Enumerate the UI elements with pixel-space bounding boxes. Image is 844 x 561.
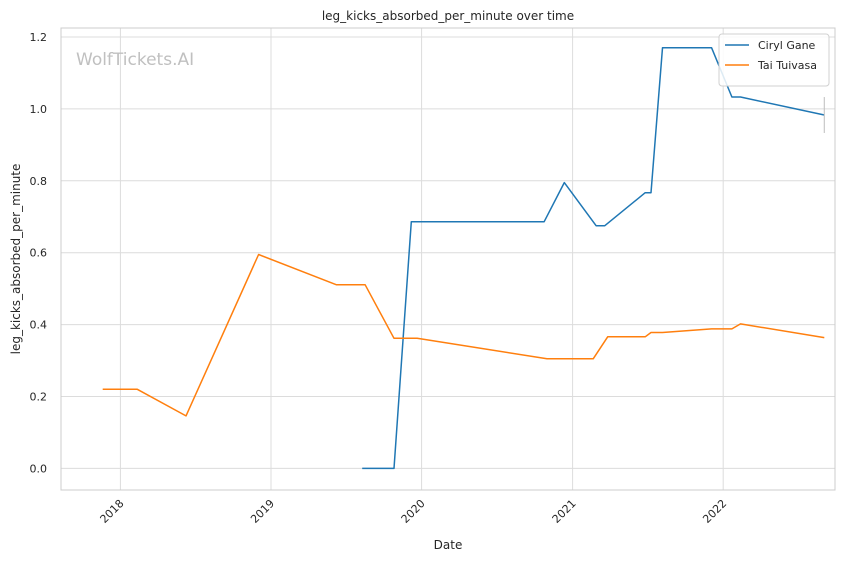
x-tick-label: 2020	[399, 497, 428, 526]
x-axis-title: Date	[434, 538, 463, 552]
y-tick-label: 0.2	[30, 391, 48, 404]
y-axis-ticks: 0.0 0.2 0.4 0.6 0.8 1.0 1.2	[30, 31, 48, 475]
x-tick-label: 2018	[98, 497, 127, 526]
legend-box	[718, 33, 830, 87]
series-line-tai-tuivasa	[102, 253, 825, 417]
x-tick-label: 2022	[700, 497, 729, 526]
y-tick-label: 1.2	[30, 31, 48, 44]
legend: Ciryl Gane Tai Tuivasa	[718, 33, 830, 87]
series-lines	[102, 47, 825, 470]
y-tick-label: 0.8	[30, 175, 48, 188]
plot-frame	[60, 27, 836, 491]
y-tick-label: 1.0	[30, 103, 48, 116]
y-tick-label: 0.6	[30, 247, 48, 260]
legend-label: Tai Tuivasa	[757, 59, 817, 72]
gridlines	[61, 28, 835, 490]
y-axis-title: leg_kicks_absorbed_per_minute	[9, 164, 23, 355]
chart-title: leg_kicks_absorbed_per_minute over time	[322, 9, 574, 23]
y-tick-label: 0.0	[30, 462, 48, 475]
legend-label: Ciryl Gane	[758, 39, 816, 52]
watermark: WolfTickets.AI	[76, 50, 194, 70]
x-tick-label: 2019	[248, 497, 277, 526]
series-line-ciryl-gane	[362, 47, 825, 470]
y-tick-label: 0.4	[30, 319, 48, 332]
x-tick-label: 2021	[550, 497, 579, 526]
x-axis-ticks: 2018 2019 2020 2021 2022	[98, 497, 730, 526]
